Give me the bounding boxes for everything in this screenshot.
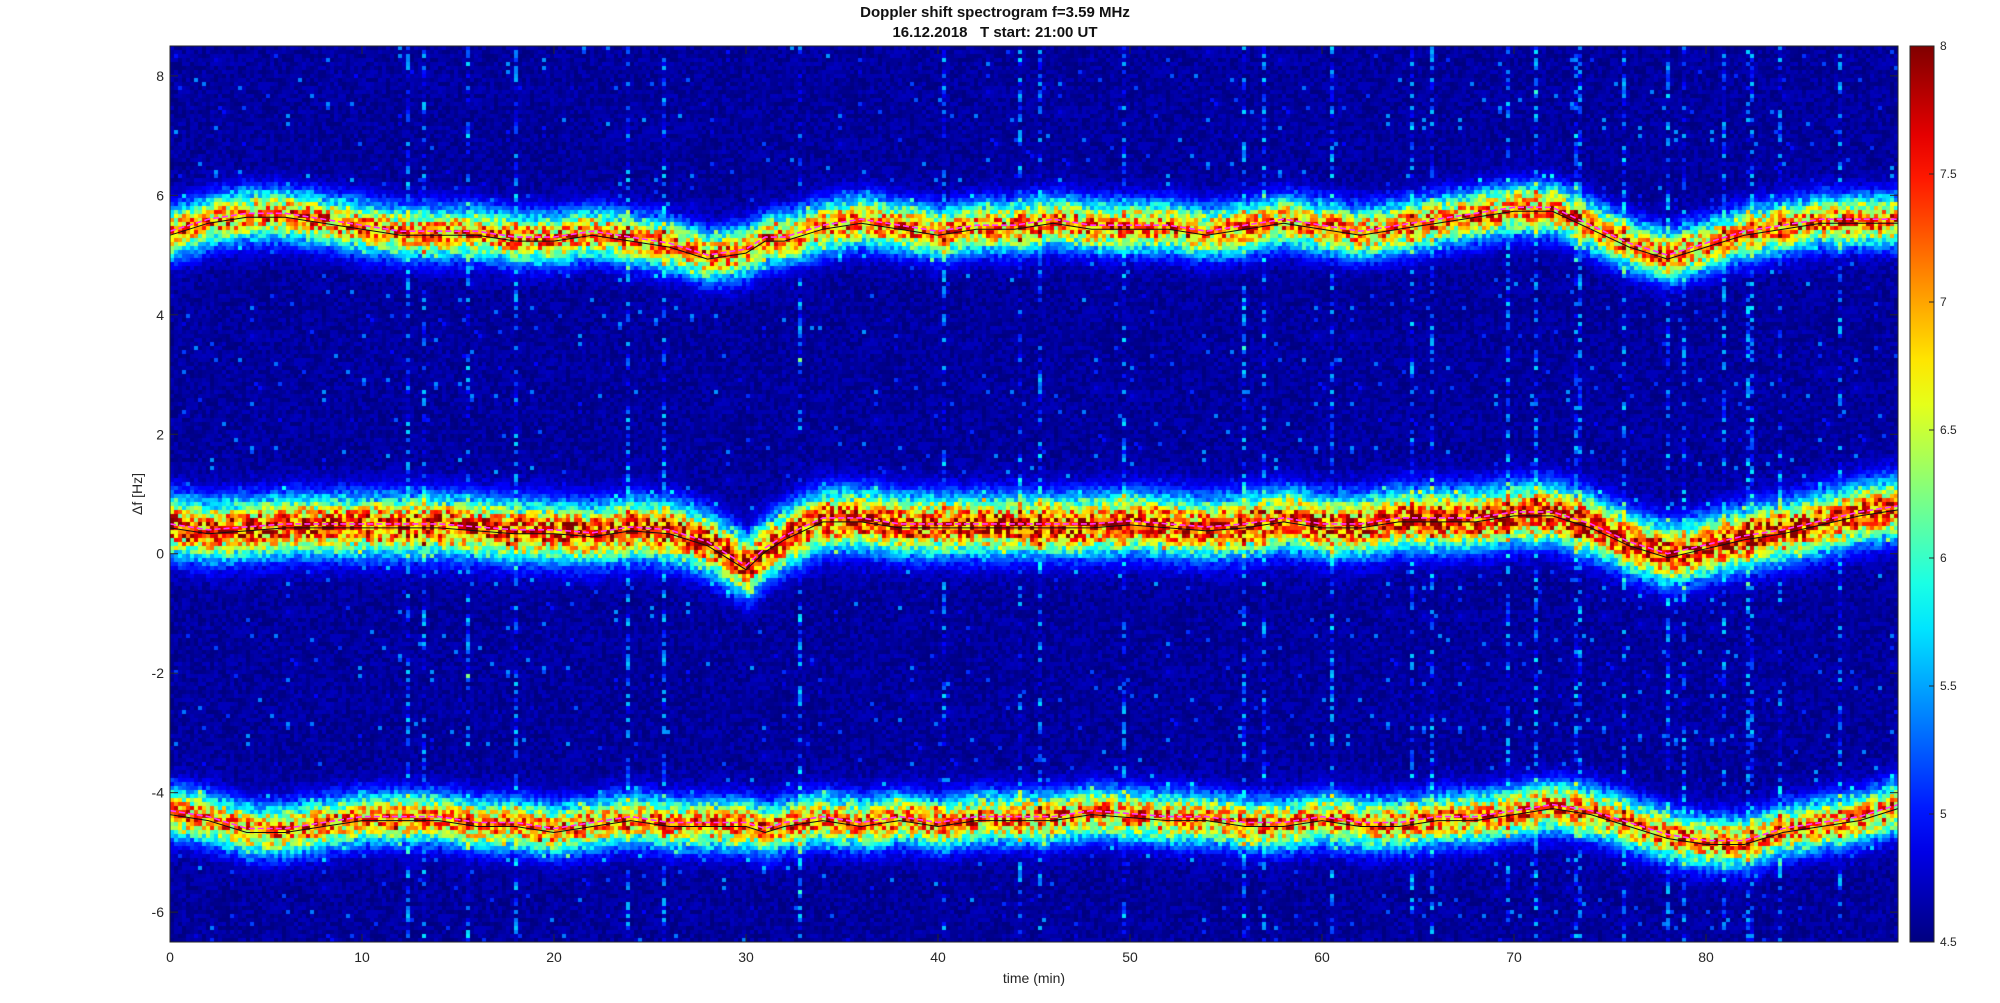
colorbar-tick-label: 6	[1940, 551, 1947, 565]
colorbar-tick-label: 7	[1940, 295, 1947, 309]
x-tick-label: 20	[546, 949, 562, 965]
trace-line-upper	[169, 206, 1898, 256]
y-tick-label: 2	[156, 426, 164, 442]
x-tick-label: 0	[166, 949, 174, 965]
x-axis: 0 10 20 30 40 50 60 70 80	[166, 46, 1714, 965]
x-tick-label: 50	[1122, 949, 1138, 965]
colorbar-tick-label: 6.5	[1940, 423, 1957, 437]
trace-line-black-lower	[169, 808, 1899, 845]
colorbar-ticks: 4.5 5 5.5 6 6.5 7 7.5 8	[1929, 39, 1957, 949]
trace-line-black-upper	[169, 210, 1898, 260]
y-tick-label: 8	[156, 68, 164, 84]
colorbar-tick-label: 8	[1940, 39, 1947, 53]
colorbar-gradient	[1909, 45, 1935, 943]
x-tick-label: 10	[354, 949, 370, 965]
chart-title: Doppler shift spectrogram f=3.59 MHz	[860, 4, 1130, 21]
colorbar-tick-label: 5	[1940, 807, 1947, 821]
x-tick-label: 40	[930, 949, 946, 965]
x-tick-label: 80	[1698, 949, 1714, 965]
trace-line-middle	[169, 505, 1899, 567]
chart-subtitle: 16.12.2018 T start: 21:00 UT	[892, 24, 1097, 41]
colorbar: 4.5 5 5.5 6 6.5 7 7.5 8	[1909, 39, 1957, 949]
y-tick-label: 0	[156, 546, 164, 562]
y-tick-label: 4	[156, 307, 164, 323]
trace-line-black-middle	[169, 509, 1899, 571]
colorbar-tick-label: 7.5	[1940, 167, 1957, 181]
colorbar-tick-label: 5.5	[1940, 679, 1957, 693]
colorbar-tick-label: 4.5	[1940, 935, 1957, 949]
spectrogram-image	[170, 46, 1898, 942]
y-tick-label: -2	[152, 665, 165, 681]
y-tick-label: -6	[152, 904, 165, 920]
y-tick-label: 6	[156, 187, 164, 203]
trace-line-lower	[169, 803, 1899, 842]
y-tick-label: -4	[152, 785, 165, 801]
plot-area	[169, 45, 1899, 943]
x-tick-label: 70	[1506, 949, 1522, 965]
x-axis-label: time (min)	[1003, 970, 1065, 986]
y-axis: -6 -4 -2 0 2 4 6 8	[152, 68, 1898, 920]
x-tick-label: 60	[1314, 949, 1330, 965]
plot-frame	[169, 45, 1899, 943]
doppler-trace-lines	[169, 206, 1899, 845]
y-axis-label: Δf [Hz]	[129, 473, 145, 515]
x-tick-label: 30	[738, 949, 754, 965]
